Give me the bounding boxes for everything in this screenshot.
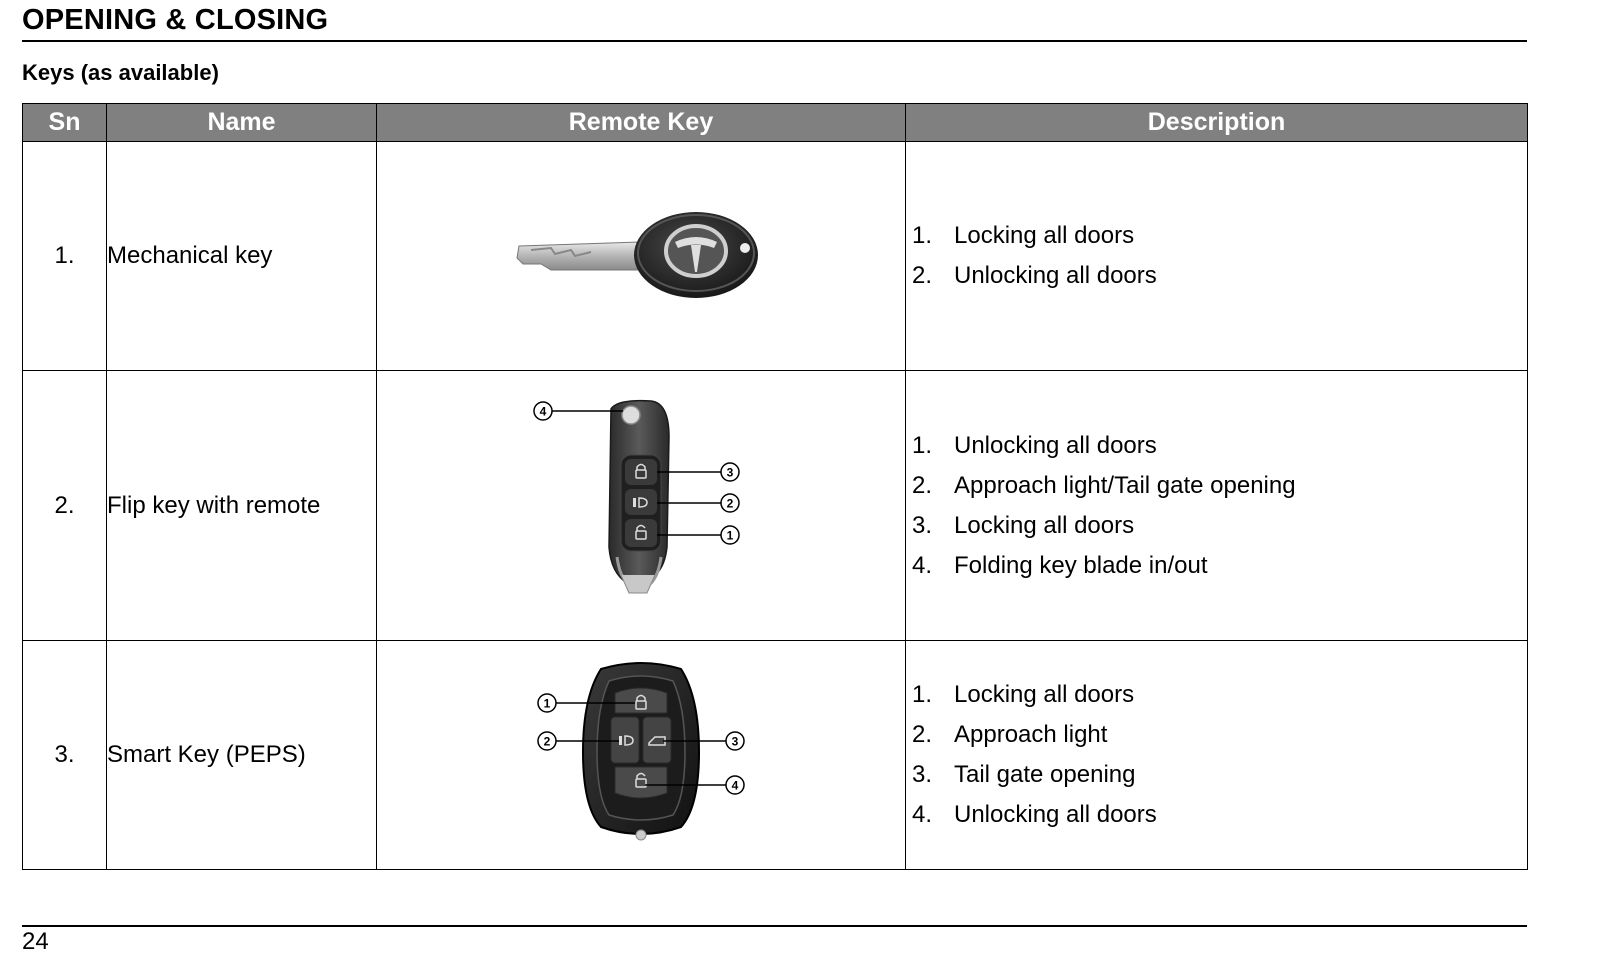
description-list: 1. Locking all doors 2. Unlocking all door… [906,216,1527,296]
row-sn: 1. [22,141,107,371]
callout-1: 1 [720,525,740,545]
row-name: Mechanical key [106,141,377,371]
row-image-cell: 1 2 3 4 [376,640,906,870]
item-text: Unlocking all doors [954,801,1157,828]
svg-text:1: 1 [544,696,551,710]
description-list: 1. Locking all doors 2. Approach light 3. T… [906,675,1527,835]
item-text: Locking all doors [954,681,1135,708]
description-item: 2. Approach light [912,715,1527,755]
header-remote-key: Remote Key [376,103,906,142]
row-description: 1. Locking all doors 2. Unlocking all door… [905,141,1528,371]
callout-1: 1 [537,692,557,713]
header-name: Name [106,103,377,142]
row-name: Flip key with remote [106,370,377,641]
item-text: Approach light/Tail gate opening [954,471,1296,499]
description-item: 2. Approach light/Tail gate opening [912,466,1527,506]
row-image-cell: 4 3 2 1 [376,370,906,641]
row-sn: 3. [22,640,107,870]
item-text: Folding key blade in/out [954,551,1208,579]
row-sn: 2. [22,370,107,641]
item-text: Locking all doors [954,222,1135,249]
callout-3: 3 [720,462,740,482]
description-item: 4. Unlocking all doors [912,795,1527,835]
flip-key-remote-image: 4 3 2 1 [533,399,740,594]
callout-2: 2 [537,730,557,751]
header-description: Description [905,103,1528,142]
svg-text:1: 1 [727,529,734,543]
item-text: Approach light [954,721,1108,748]
item-number: 4. [912,801,933,828]
item-number: 2. [912,262,933,289]
description-item: 1. Unlocking all doors [912,426,1527,466]
svg-text:2: 2 [727,497,734,511]
item-number: 1. [912,431,933,459]
item-number: 2. [912,721,933,748]
mechanical-key-image [516,211,758,298]
description-item: 3. Tail gate opening [912,755,1527,795]
footer-rule [22,925,1527,927]
svg-text:3: 3 [732,734,739,748]
svg-text:4: 4 [732,778,739,792]
row-description: 1. Unlocking all doors 2. Approach light/T… [905,370,1528,641]
item-number: 1. [912,222,933,249]
svg-text:3: 3 [727,466,734,480]
item-number: 2. [912,471,933,499]
smart-key-image: 1 2 3 4 [537,661,745,840]
item-number: 1. [912,681,933,708]
description-item: 4. Folding key blade in/out [912,546,1527,586]
page-title: OPENING & CLOSING [22,4,329,36]
table-row: 1. Mechanical key [22,141,1528,371]
row-image-cell [376,141,906,371]
table-row: 2. Flip key with remote [22,370,1528,641]
item-text: Unlocking all doors [954,431,1157,459]
svg-text:4: 4 [540,405,547,419]
description-item: 2. Unlocking all doors [912,256,1527,296]
description-item: 1. Locking all doors [912,216,1527,256]
item-text: Locking all doors [954,511,1135,539]
item-number: 3. [912,761,933,788]
keys-table: Sn Name Remote Key Description 1. Mechan… [22,103,1528,870]
table-row: 3. Smart Key (PEPS) [22,640,1528,870]
description-item: 1. Locking all doors [912,675,1527,715]
svg-text:2: 2 [544,734,551,748]
item-text: Tail gate opening [954,761,1136,788]
callout-2: 2 [720,493,740,513]
item-number: 3. [912,511,933,539]
title-rule [22,40,1527,42]
item-number: 4. [912,551,933,579]
description-item: 3. Locking all doors [912,506,1527,546]
header-sn: Sn [22,103,107,142]
item-text: Unlocking all doors [954,262,1157,289]
callout-3: 3 [725,730,745,751]
callout-4: 4 [725,774,745,795]
callout-4: 4 [533,401,553,421]
section-subheading: Keys (as available) [22,60,219,85]
table-header-row: Sn Name Remote Key Description [22,103,1528,142]
description-list: 1. Unlocking all doors 2. Approach light/T… [906,426,1527,586]
page-number: 24 [22,928,49,955]
row-description: 1. Locking all doors 2. Approach light 3. T… [905,640,1528,870]
row-name: Smart Key (PEPS) [106,640,377,870]
